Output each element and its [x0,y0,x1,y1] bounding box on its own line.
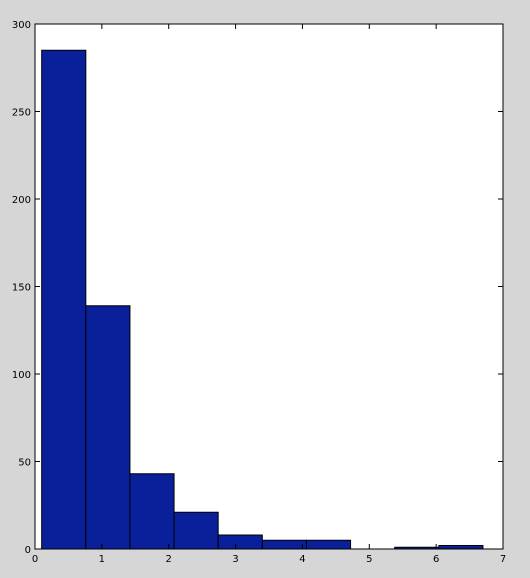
y-tick-label: 250 [12,108,31,119]
x-tick-label: 2 [166,554,172,565]
x-tick-label: 7 [500,554,506,565]
tick-labels-group: 0 1 2 3 4 5 6 7 0 50 100 150 200 250 300 [12,20,506,565]
x-tick-label: 0 [32,554,38,565]
x-tick-label: 6 [433,554,439,565]
histogram-bar [261,539,307,550]
histogram-bar [217,534,263,550]
x-tick-label: 4 [299,554,305,565]
y-tick-label: 50 [18,458,31,469]
histogram-bar [173,511,219,550]
y-tick-label: 300 [12,20,31,31]
histogram-bar [129,473,175,550]
histogram-bar [85,305,131,550]
x-tick-label: 5 [366,554,372,565]
y-tick-label: 200 [12,195,31,206]
x-tick-label: 3 [232,554,238,565]
histogram-bar [305,539,352,550]
y-tick-label: 150 [12,283,31,294]
plot-frame [34,23,504,550]
histogram-bar [41,49,87,550]
bars-group [41,49,484,550]
x-tick-label: 1 [99,554,105,565]
y-tick-label: 100 [12,370,31,381]
y-tick-label: 0 [25,545,31,556]
histogram-bar [438,545,484,550]
